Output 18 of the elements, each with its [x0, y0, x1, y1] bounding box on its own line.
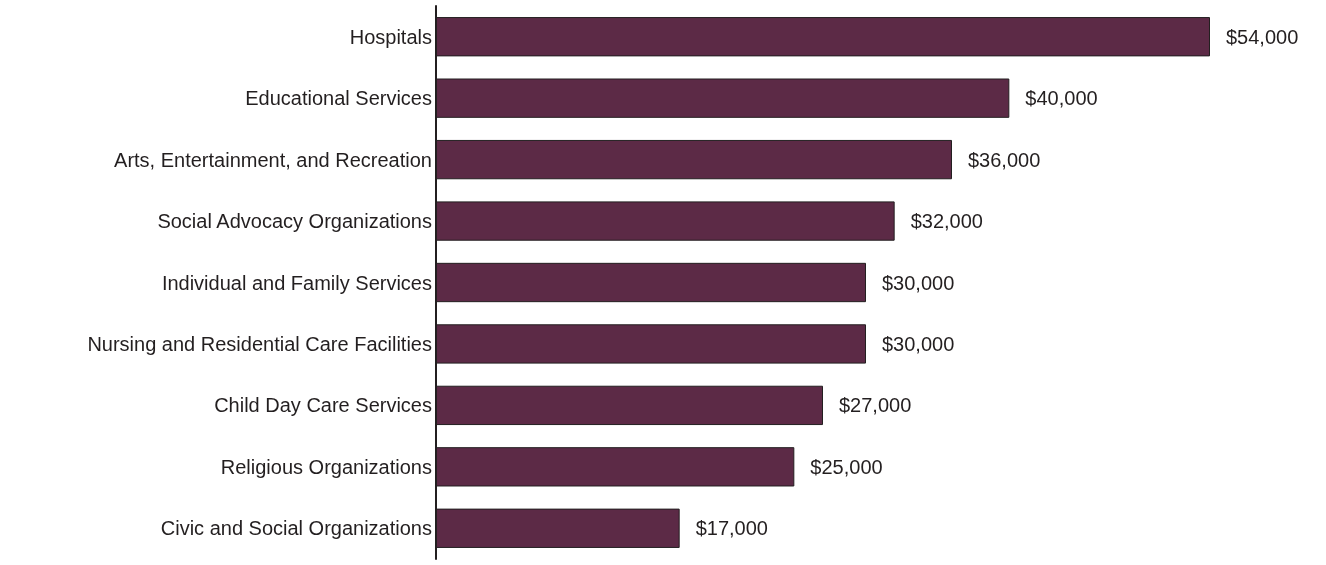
- data-label: $36,000: [968, 148, 1041, 171]
- y-tick-label: Social Advocacy Organizations: [157, 210, 432, 233]
- y-tick-label: Individual and Family Services: [161, 271, 432, 294]
- data-label: $40,000: [1025, 87, 1098, 110]
- data-label: $30,000: [882, 271, 955, 294]
- y-tick-label: Religious Organizations: [220, 455, 432, 478]
- y-tick-label: Nursing and Residential Care Facilities: [87, 332, 432, 355]
- data-label: $30,000: [882, 332, 955, 355]
- data-label: $25,000: [810, 455, 883, 478]
- y-tick-label: Child Day Care Services: [214, 394, 432, 417]
- data-label: $17,000: [695, 517, 768, 540]
- y-tick-label: Arts, Entertainment, and Recreation: [114, 148, 432, 171]
- data-label: $54,000: [1226, 25, 1299, 48]
- y-tick-label: Civic and Social Organizations: [160, 517, 432, 540]
- y-tick-label: Educational Services: [245, 87, 432, 110]
- y-tick-label: Hospitals: [349, 25, 432, 48]
- data-label: $27,000: [839, 394, 912, 417]
- data-label: $32,000: [910, 210, 983, 233]
